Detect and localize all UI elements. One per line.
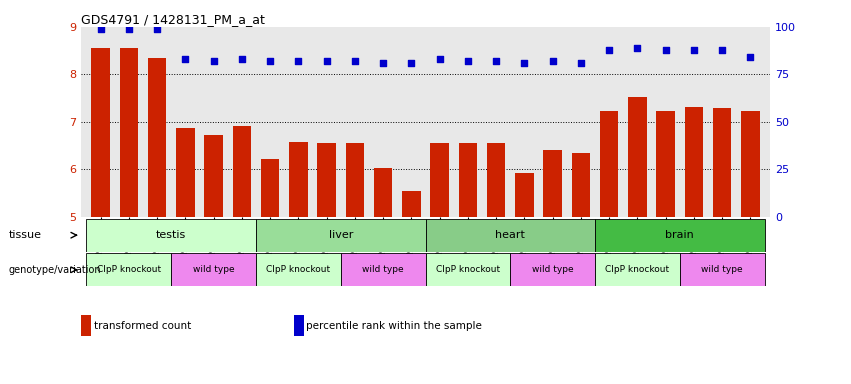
Bar	[595, 219, 764, 252]
Bar	[600, 111, 619, 217]
Bar	[511, 253, 595, 286]
Bar	[628, 97, 647, 217]
Point	[404, 60, 418, 66]
Point	[603, 46, 616, 53]
Text: ClpP knockout: ClpP knockout	[97, 265, 161, 274]
Bar	[317, 143, 336, 217]
Bar	[87, 219, 256, 252]
Bar	[515, 173, 534, 217]
Point	[631, 45, 644, 51]
Point	[461, 58, 475, 64]
Text: transformed count: transformed count	[94, 321, 191, 331]
Bar	[340, 253, 426, 286]
Point	[716, 46, 729, 53]
Bar	[148, 58, 166, 217]
Point	[94, 26, 107, 32]
Point	[263, 58, 277, 64]
Bar	[232, 126, 251, 217]
Text: wild type: wild type	[363, 265, 404, 274]
Bar	[256, 253, 340, 286]
Point	[545, 58, 559, 64]
Bar	[741, 111, 760, 217]
Text: GDS4791 / 1428131_PM_a_at: GDS4791 / 1428131_PM_a_at	[81, 13, 265, 26]
Point	[433, 56, 447, 62]
Text: heart: heart	[495, 230, 525, 240]
Point	[659, 46, 672, 53]
Bar	[120, 48, 138, 217]
Bar	[346, 143, 364, 217]
Text: brain: brain	[665, 230, 694, 240]
Point	[151, 26, 164, 32]
Text: testis: testis	[156, 230, 186, 240]
Text: genotype/variation: genotype/variation	[9, 265, 101, 275]
Text: ClpP knockout: ClpP knockout	[436, 265, 500, 274]
Bar	[87, 253, 171, 286]
Bar	[656, 111, 675, 217]
Bar	[431, 143, 448, 217]
Bar	[595, 253, 680, 286]
Bar	[680, 253, 764, 286]
Text: wild type: wild type	[532, 265, 574, 274]
Bar	[289, 142, 307, 217]
Point	[207, 58, 220, 64]
Bar	[91, 48, 110, 217]
Text: wild type: wild type	[193, 265, 234, 274]
Text: tissue: tissue	[9, 230, 42, 240]
Point	[348, 58, 362, 64]
Bar	[487, 143, 505, 217]
Bar	[176, 127, 195, 217]
Point	[179, 56, 192, 62]
Bar	[572, 153, 590, 217]
Point	[376, 60, 390, 66]
Point	[292, 58, 306, 64]
Text: wild type: wild type	[701, 265, 743, 274]
Bar	[426, 219, 595, 252]
Bar	[713, 108, 731, 217]
Bar	[544, 151, 562, 217]
Text: ClpP knockout: ClpP knockout	[605, 265, 670, 274]
Bar	[459, 143, 477, 217]
Point	[235, 56, 248, 62]
Text: liver: liver	[328, 230, 353, 240]
Point	[687, 46, 700, 53]
Bar	[171, 253, 256, 286]
Bar	[685, 107, 703, 217]
Bar	[256, 219, 426, 252]
Point	[489, 58, 503, 64]
Bar	[204, 135, 223, 217]
Bar	[374, 169, 392, 217]
Point	[574, 60, 588, 66]
Bar	[261, 159, 279, 217]
Text: ClpP knockout: ClpP knockout	[266, 265, 330, 274]
Text: percentile rank within the sample: percentile rank within the sample	[306, 321, 483, 331]
Point	[122, 26, 135, 32]
Point	[744, 54, 757, 60]
Point	[320, 58, 334, 64]
Bar	[403, 191, 420, 217]
Point	[517, 60, 531, 66]
Bar	[426, 253, 511, 286]
